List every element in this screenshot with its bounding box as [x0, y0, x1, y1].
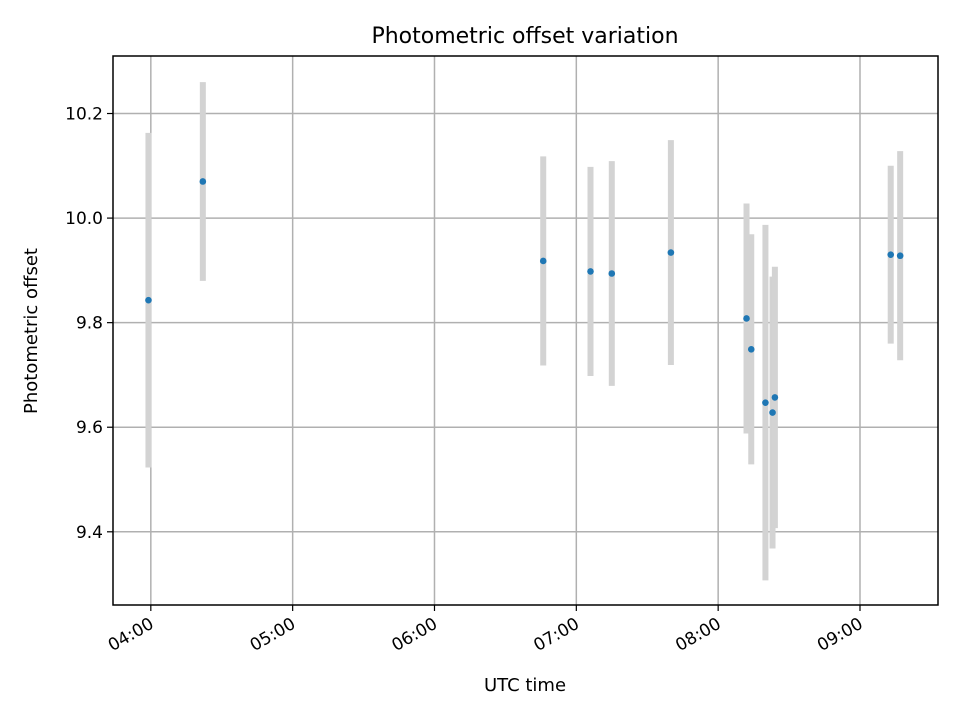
data-point [667, 249, 675, 256]
data-point [762, 399, 769, 406]
data-point [887, 251, 895, 258]
y-tick-label: 10.0 [65, 209, 103, 229]
x-axis-label: UTC time [484, 675, 566, 696]
y-tick-label: 10.2 [65, 105, 103, 125]
data-point [587, 268, 594, 275]
y-tick-label: 9.6 [76, 418, 103, 438]
chart-title: Photometric offset variation [371, 24, 678, 49]
data-point [199, 178, 207, 185]
data-point [747, 346, 755, 353]
data-point [771, 394, 779, 401]
data-point [145, 296, 152, 304]
data-point [608, 270, 616, 277]
y-tick-label: 9.4 [76, 523, 103, 543]
y-axis-label: Photometric offset [21, 248, 42, 414]
data-point [896, 252, 904, 260]
grid [113, 56, 938, 605]
y-tick-label: 9.8 [76, 314, 103, 334]
data-point [769, 409, 776, 416]
data-point [743, 315, 750, 322]
data-points [145, 178, 904, 416]
data-point [539, 257, 547, 265]
plot-frame [112, 55, 939, 606]
